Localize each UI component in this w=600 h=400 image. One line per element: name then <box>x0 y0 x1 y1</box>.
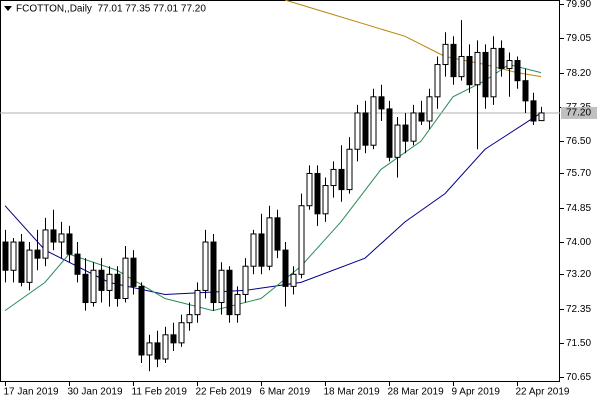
candle-body <box>434 64 441 98</box>
candle-body <box>314 172 321 215</box>
candle-body <box>162 334 169 360</box>
candle-body <box>266 217 273 267</box>
moving-average <box>4 112 542 295</box>
candle-body <box>474 51 481 86</box>
candle-body <box>458 55 465 78</box>
chart-title: FCOTTON,,Daily 77.01 77.35 77.01 77.20 <box>16 4 206 15</box>
candle-body <box>306 172 313 207</box>
y-tick-label: 78.20 <box>566 68 591 79</box>
y-tick-label: 74.00 <box>566 237 591 248</box>
candle-body <box>330 168 337 187</box>
candle-body <box>202 241 209 291</box>
candle-body <box>106 273 113 291</box>
candle-body <box>130 257 137 287</box>
candle-body <box>410 112 417 142</box>
x-tick-label: 22 Feb 2019 <box>196 387 253 398</box>
candle-body <box>74 253 81 275</box>
candle-body <box>50 229 57 243</box>
candle-body <box>490 47 497 98</box>
candle-body <box>90 269 97 304</box>
candle-body <box>26 249 33 283</box>
candle-body <box>322 185 329 215</box>
candle-body <box>234 293 241 316</box>
y-tick-label: 76.50 <box>566 136 591 147</box>
candle-body <box>186 314 193 324</box>
candle-body <box>482 51 489 98</box>
candle-body <box>522 80 529 102</box>
candle-body <box>2 241 9 271</box>
candle-body <box>122 257 129 300</box>
plot-frame <box>0 0 560 382</box>
candle-body <box>530 100 537 122</box>
candle-body <box>42 229 49 259</box>
y-tick-label: 79.05 <box>566 33 591 44</box>
candle-body <box>146 342 153 356</box>
x-tick-label: 17 Jan 2019 <box>4 387 59 398</box>
candle-body <box>450 43 457 78</box>
candle-body <box>362 112 369 146</box>
y-tick-label: 74.85 <box>566 203 591 214</box>
y-tick-label: 72.35 <box>566 304 591 315</box>
candle-body <box>386 108 393 158</box>
candle-body <box>346 148 353 191</box>
x-tick-label: 18 Mar 2019 <box>324 387 381 398</box>
candle-body <box>58 233 65 243</box>
candle-body <box>10 241 17 271</box>
candle-body <box>394 124 401 158</box>
candle-body <box>138 285 145 356</box>
candle-body <box>82 273 89 304</box>
y-tick-label: 75.70 <box>566 168 591 179</box>
moving-average <box>284 0 542 78</box>
candle-body <box>34 249 41 259</box>
candle-body <box>354 112 361 150</box>
candle-body <box>210 241 217 304</box>
last-price-label: 77.20 <box>566 108 591 119</box>
candle-body <box>506 60 513 70</box>
y-tick-label: 71.50 <box>566 338 591 349</box>
candle-body <box>498 47 505 70</box>
candle-body <box>258 233 265 267</box>
candle-body <box>298 205 305 275</box>
candle-body <box>194 289 201 316</box>
candle-body <box>402 124 409 142</box>
candle-body <box>66 233 73 255</box>
x-tick-label: 28 Mar 2019 <box>388 387 445 398</box>
candle-body <box>178 322 185 344</box>
candle-body <box>154 342 161 360</box>
candle-body <box>290 273 297 287</box>
candle-body <box>170 334 177 344</box>
menu-arrow <box>4 6 12 11</box>
candle-body <box>18 241 25 283</box>
candle-body <box>514 60 521 82</box>
x-tick-label: 11 Feb 2019 <box>132 387 188 398</box>
y-tick-label: 79.90 <box>566 0 591 10</box>
candle-body <box>250 233 257 267</box>
x-tick-label: 9 Apr 2019 <box>452 387 501 398</box>
candle-body <box>538 112 545 122</box>
candle-body <box>338 168 345 191</box>
candle-body <box>226 269 233 316</box>
candle-body <box>218 269 225 304</box>
candle-body <box>282 249 289 287</box>
y-tick-label: 70.65 <box>566 372 591 383</box>
candle-body <box>274 217 281 251</box>
candle-body <box>418 112 425 122</box>
last-price-box <box>561 106 597 119</box>
x-tick-label: 22 Apr 2019 <box>516 387 570 398</box>
candle-body <box>378 96 385 110</box>
candle-body <box>466 55 473 86</box>
x-tick-label: 30 Jan 2019 <box>68 387 123 398</box>
candle-body <box>426 96 433 122</box>
candle-body <box>242 265 249 295</box>
candle-body <box>114 273 121 300</box>
candle-body <box>98 269 105 291</box>
candle-body <box>442 43 449 66</box>
x-tick-label: 6 Mar 2019 <box>260 387 311 398</box>
y-tick-label: 73.20 <box>566 269 591 280</box>
candle-body <box>370 96 377 146</box>
